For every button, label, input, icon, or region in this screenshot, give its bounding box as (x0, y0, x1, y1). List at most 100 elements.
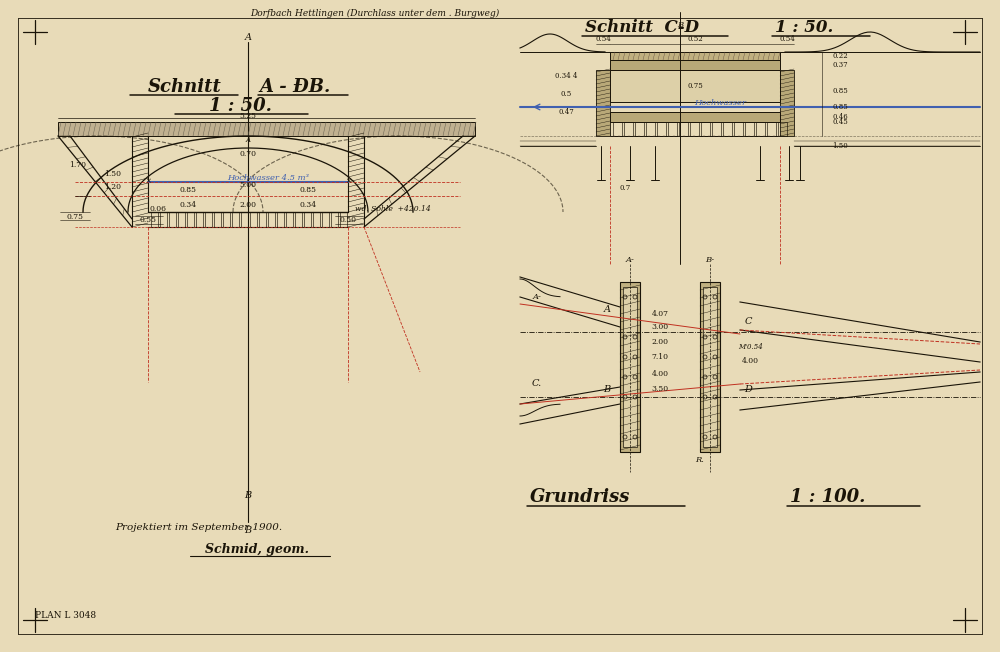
Bar (259, 212, 266, 227)
Text: 1.50: 1.50 (104, 170, 122, 178)
Text: Hochwasser 4.5 m³: Hochwasser 4.5 m³ (227, 174, 309, 182)
Text: 5.25: 5.25 (240, 112, 256, 120)
Text: 3.50: 3.50 (651, 385, 669, 393)
Text: 0.85: 0.85 (300, 186, 316, 194)
Text: 0.70: 0.70 (240, 150, 256, 158)
Text: 0.54: 0.54 (779, 35, 795, 43)
Bar (250, 212, 257, 227)
Text: 4.00: 4.00 (742, 357, 759, 365)
Bar (703, 287, 717, 447)
Text: 0.85: 0.85 (832, 103, 848, 111)
Text: 1 : 100.: 1 : 100. (790, 488, 865, 506)
Bar (169, 212, 176, 227)
Text: Schnitt: Schnitt (148, 78, 222, 96)
Bar (623, 287, 637, 447)
Bar (160, 212, 167, 227)
Bar (241, 212, 248, 227)
Text: A-: A- (626, 256, 634, 264)
Bar (151, 212, 158, 227)
Text: 3.00: 3.00 (651, 323, 669, 331)
Text: Hochwasser: Hochwasser (694, 99, 746, 107)
Text: A: A (246, 136, 250, 144)
Bar (780, 70, 794, 136)
Text: D: D (744, 385, 752, 394)
Text: 1 : 50.: 1 : 50. (775, 20, 833, 37)
Text: 0.47: 0.47 (558, 108, 574, 116)
Text: Dorfbach Hettlingen (Durchlass unter dem . Burgweg): Dorfbach Hettlingen (Durchlass unter dem… (250, 8, 499, 18)
Text: 7.10: 7.10 (652, 353, 668, 361)
Text: 5.00: 5.00 (240, 181, 256, 189)
Text: A: A (604, 306, 610, 314)
Text: 2.00: 2.00 (652, 338, 668, 346)
Text: Grundriss: Grundriss (530, 488, 630, 506)
Text: 0.54: 0.54 (595, 35, 611, 43)
Bar (304, 212, 311, 227)
Text: wd. Sohle  +420.14: wd. Sohle +420.14 (355, 205, 431, 213)
Text: 0.46: 0.46 (832, 113, 848, 121)
Bar (712, 122, 721, 136)
Bar (295, 212, 302, 227)
Bar (196, 212, 203, 227)
Text: Projektiert im September 1900.: Projektiert im September 1900. (115, 522, 282, 531)
Text: 0.7: 0.7 (619, 184, 631, 192)
Bar (58, 122, 475, 136)
Text: 1 : 50.: 1 : 50. (209, 97, 271, 115)
Text: 2.00: 2.00 (240, 201, 256, 209)
Text: 0.34 4: 0.34 4 (555, 72, 577, 80)
Text: Schmid, geom.: Schmid, geom. (205, 542, 309, 556)
Bar (610, 70, 780, 102)
Bar (745, 122, 754, 136)
Text: A: A (244, 33, 252, 42)
Bar (178, 212, 185, 227)
Bar (620, 282, 640, 452)
Bar (187, 212, 194, 227)
Text: 1.50: 1.50 (832, 142, 848, 150)
Bar (701, 122, 710, 136)
Text: 0.34: 0.34 (179, 201, 197, 209)
Text: B: B (603, 385, 611, 394)
Text: C: C (744, 318, 752, 327)
Bar (277, 212, 284, 227)
Bar (313, 212, 320, 227)
Text: 0.34: 0.34 (299, 201, 317, 209)
Bar (624, 122, 633, 136)
Text: 0.06: 0.06 (150, 205, 166, 213)
Text: 0.55: 0.55 (140, 216, 156, 224)
Bar (331, 212, 338, 227)
Text: 0.52: 0.52 (687, 35, 703, 43)
Text: B: B (677, 21, 683, 29)
Text: 4.00: 4.00 (652, 370, 668, 378)
Bar (668, 122, 677, 136)
Bar (132, 122, 148, 227)
Bar (223, 212, 230, 227)
Text: 0.85: 0.85 (832, 87, 848, 95)
Text: R.: R. (696, 456, 704, 464)
Text: 0.22: 0.22 (832, 52, 848, 60)
Bar (610, 112, 780, 122)
Bar (767, 122, 776, 136)
Bar (690, 122, 699, 136)
Bar (268, 212, 275, 227)
Text: B: B (244, 492, 252, 501)
Text: 0.75: 0.75 (687, 82, 703, 90)
Text: B: B (244, 526, 252, 535)
Text: B-: B- (705, 256, 715, 264)
Text: A - ÐB.: A - ÐB. (259, 78, 331, 96)
Text: 1.70: 1.70 (70, 161, 87, 169)
Bar (610, 52, 780, 60)
Bar (613, 122, 622, 136)
Bar (596, 70, 610, 136)
Text: C.: C. (532, 379, 542, 389)
Text: PLAN L 3048: PLAN L 3048 (35, 610, 96, 619)
Bar (657, 122, 666, 136)
Bar (756, 122, 765, 136)
Text: 0.85: 0.85 (180, 186, 196, 194)
Bar (340, 212, 347, 227)
Text: 0.45: 0.45 (832, 118, 848, 126)
Bar (610, 60, 780, 70)
Bar (646, 122, 655, 136)
Bar (214, 212, 221, 227)
Bar (700, 282, 720, 452)
Bar (635, 122, 644, 136)
Bar (734, 122, 743, 136)
